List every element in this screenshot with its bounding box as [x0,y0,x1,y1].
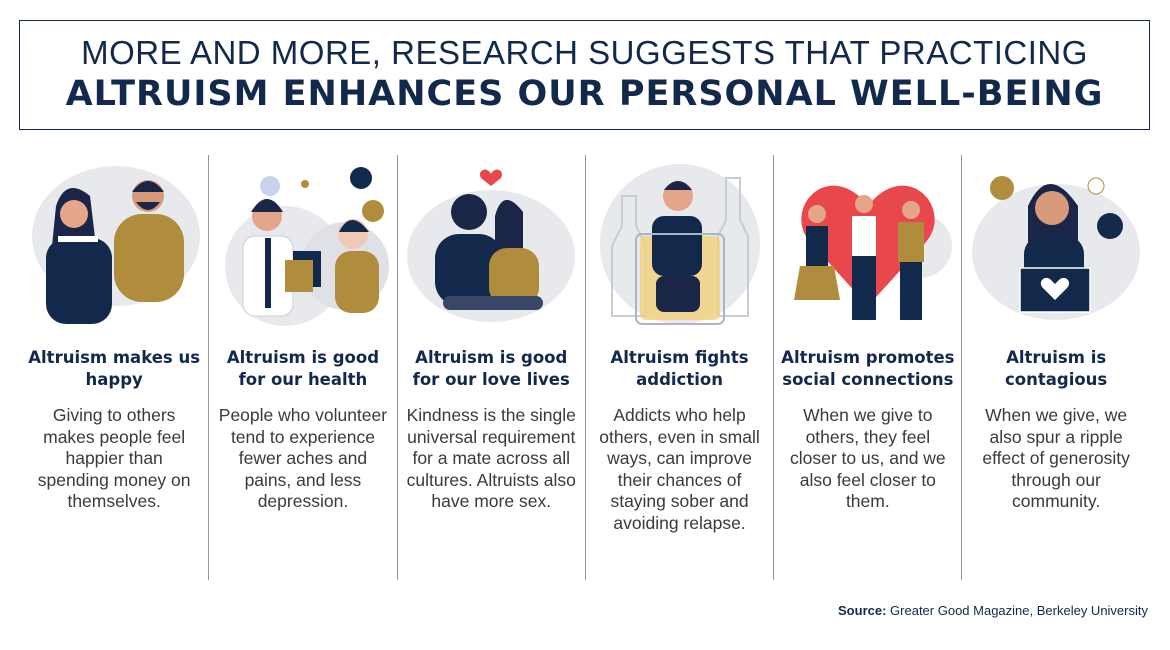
column-health: Altruism is good for our health People w… [208,155,396,580]
donation-box-illustration [962,155,1149,333]
friends-heart-illustration [774,155,961,333]
source-text: Greater Good Magazine, Berkeley Universi… [890,603,1148,618]
man-in-bottle-illustration [586,155,773,333]
column-title: Altruism promotes social connections [781,348,955,389]
column-title: Altruism makes us happy [28,348,201,389]
column-body: Addicts who help others, even in small w… [599,405,760,533]
column-title: Altruism is contagious [1005,348,1108,389]
column-contagious: Altruism is contagious When we give, we … [961,155,1149,580]
column-title: Altruism is good for our love lives [412,348,570,389]
source-label: Source: [838,603,887,618]
column-title: Altruism fights addiction [610,348,749,389]
column-social: Altruism promotes social connections Whe… [773,155,961,580]
doctor-patient-illustration [209,155,396,333]
column-title: Altruism is good for our health [226,348,380,389]
header-banner: MORE AND MORE, RESEARCH SUGGESTS THAT PR… [19,20,1150,130]
column-body: When we give to others, they feel closer… [790,405,946,512]
column-addiction: Altruism fights addiction Addicts who he… [584,155,773,580]
happy-couple-illustration [20,155,208,333]
column-love: Altruism is good for our love lives Kind… [396,155,585,580]
benefits-columns: Altruism makes us happy Giving to others… [20,155,1150,580]
column-body: Giving to others makes people feel happi… [37,405,191,512]
embracing-couple-illustration [398,155,585,333]
column-body: When we give, we also spur a ripple effe… [982,405,1130,512]
column-body: Kindness is the single universal require… [406,405,576,512]
column-happy: Altruism makes us happy Giving to others… [20,155,208,580]
header-line-1: MORE AND MORE, RESEARCH SUGGESTS THAT PR… [81,34,1088,71]
source-credit: Source: Greater Good Magazine, Berkeley … [838,603,1148,618]
header-line-2: ALTRUISM ENHANCES OUR PERSONAL WELL-BEIN… [65,74,1104,114]
column-body: People who volunteer tend to experience … [218,405,388,512]
